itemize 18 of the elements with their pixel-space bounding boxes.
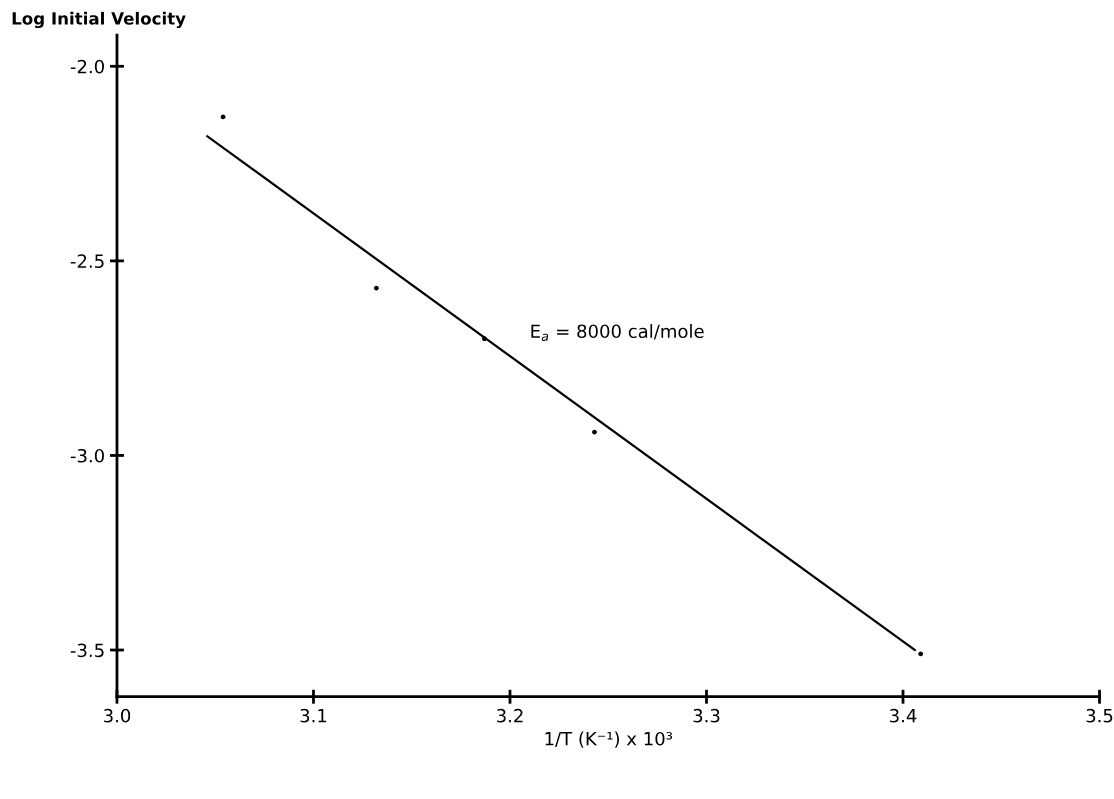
x-tick-label: 3.4: [890, 708, 917, 723]
x-tick-label: 3.0: [103, 708, 131, 723]
point: [373, 285, 379, 291]
y-tick-label: -2.0: [70, 59, 104, 74]
x-tick-label: 3.3: [693, 708, 720, 723]
x-tick-label: 3.1: [300, 708, 327, 723]
y-axis-title: Log Initial Velocity: [12, 11, 186, 29]
x-tick-label: 3.2: [497, 708, 523, 723]
point: [482, 336, 487, 342]
x-axis-title: 1/T (K⁻¹) x 10³: [545, 731, 673, 748]
x-tick-label: 3.5: [1086, 708, 1113, 723]
y-tick-label: -2.5: [70, 254, 104, 268]
point: [918, 651, 924, 657]
y-tick-label: -3.0: [70, 448, 104, 463]
annotation: E$_{a}$ = 8000 cal/mole: [531, 324, 704, 341]
point: [220, 114, 226, 120]
y-tick-label: -3.5: [70, 643, 104, 658]
point: [592, 429, 597, 435]
